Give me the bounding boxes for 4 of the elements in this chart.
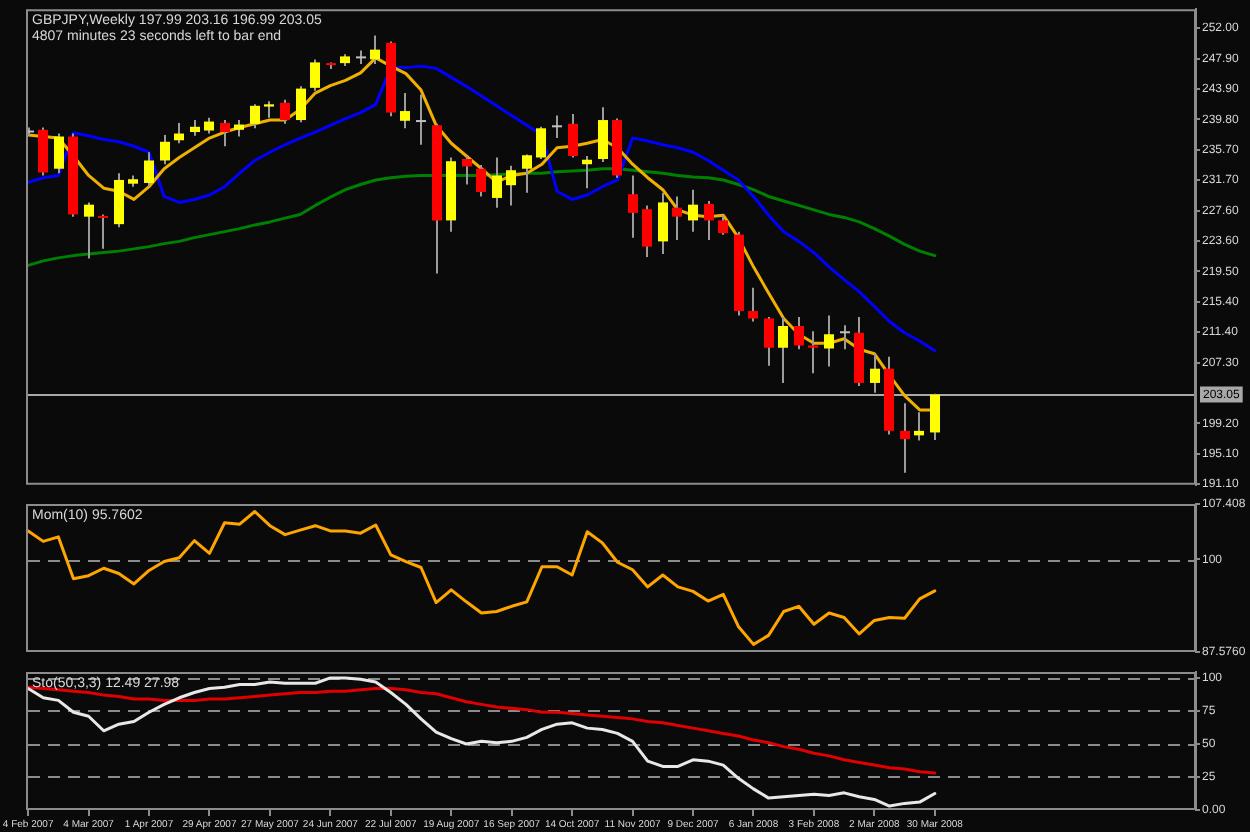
- candlestick: [808, 331, 818, 374]
- candlestick: [416, 94, 426, 145]
- candlestick: [98, 214, 108, 249]
- candlestick: [840, 325, 850, 350]
